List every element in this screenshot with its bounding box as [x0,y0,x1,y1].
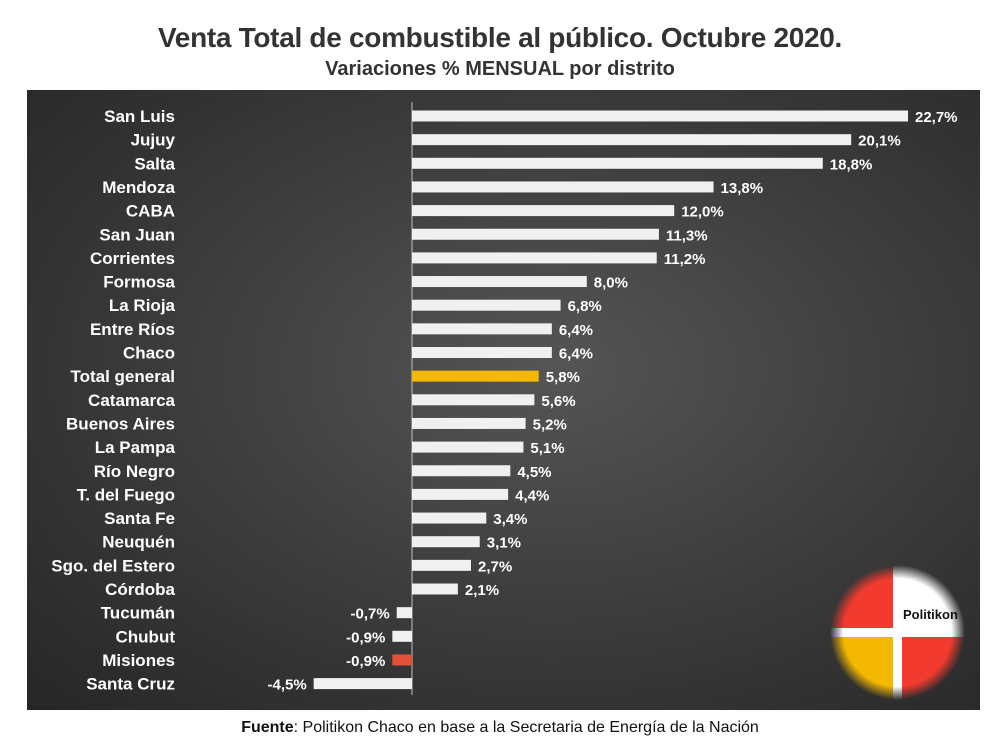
bar [396,607,412,619]
category-label: Formosa [103,273,175,292]
bar [412,370,539,382]
value-label: 8,0% [594,275,628,292]
bar [412,512,487,524]
source-label: Fuente [241,719,294,736]
bar [313,678,412,690]
bar [412,181,714,193]
category-label: CABA [126,202,175,221]
bar [412,347,552,358]
category-label: Catamarca [88,391,175,410]
bar [412,110,908,122]
politikon-logo [830,565,965,700]
category-label: Sgo. del Estero [51,556,175,575]
value-label: 2,1% [465,582,499,599]
chart-title: Venta Total de combustible al público. O… [157,22,843,53]
bar [412,488,509,500]
value-label: 5,6% [541,393,575,410]
chart-subtitle: Variaciones % MENSUAL por distrito [325,58,675,80]
bar [412,276,587,288]
value-label: 12,0% [681,204,724,221]
category-label: Total general [70,367,175,386]
category-label: Corrientes [90,249,175,268]
category-label: Santa Cruz [86,675,175,694]
category-label: Chubut [116,627,176,646]
category-label: Entre Ríos [90,320,175,339]
value-label: 5,2% [533,416,567,433]
value-label: 5,1% [530,440,564,457]
bar-chart: San Luis 22,7% Jujuy 20,1% Salta 18,8% Mendoza… [51,102,958,695]
category-label: Tucumán [101,604,175,623]
value-label: 22,7% [915,109,958,126]
source-footer: Fuente: Politikon Chaco en base a la Sec… [0,719,1000,737]
value-label: 3,1% [487,535,521,552]
category-label: La Rioja [109,296,176,315]
category-label: San Juan [99,225,175,244]
value-label: 20,1% [858,133,901,150]
logo-text: Politikon [903,607,958,622]
category-label: La Pampa [95,438,176,457]
value-label: 18,8% [830,156,873,173]
value-label: 6,4% [559,346,593,363]
category-label: Santa Fe [104,509,175,528]
bar [412,417,526,429]
category-label: Salta [134,154,175,173]
bar [412,394,535,406]
category-label: Chaco [123,344,175,363]
value-label: -0,7% [351,606,390,623]
category-label: San Luis [104,107,175,126]
bar [412,228,659,240]
value-label: 6,4% [559,322,593,339]
bar [412,441,524,453]
bar [412,323,552,335]
value-label: 13,8% [721,180,764,197]
bar [412,252,657,264]
value-label: 4,5% [517,464,551,481]
category-label: Córdoba [105,580,175,599]
value-label: 3,4% [493,511,527,528]
value-label: -4,5% [267,677,306,694]
bar [412,465,511,477]
value-label: -0,9% [346,629,385,646]
value-label: 4,4% [515,487,549,504]
bar [412,205,675,217]
bar [412,157,823,169]
category-label: Buenos Aires [66,414,175,433]
category-label: Río Negro [94,462,175,481]
value-label: 11,2% [664,251,706,268]
value-label: 11,3% [666,227,708,244]
category-label: Neuquén [102,533,175,552]
chart-panel: San Luis 22,7% Jujuy 20,1% Salta 18,8% Mendoza… [27,90,980,710]
value-label: 2,7% [478,558,512,575]
category-label: Mendoza [102,178,175,197]
bar [392,630,412,642]
category-label: Misiones [102,651,175,670]
bar [392,654,412,666]
bar [412,559,471,571]
category-label: Jujuy [131,131,176,150]
value-label: -0,9% [346,653,385,670]
value-label: 6,8% [568,298,602,315]
value-label: 5,8% [546,369,580,386]
source-text: : Politikon Chaco en base a la Secretari… [293,719,759,736]
bar [412,536,480,548]
category-label: T. del Fuego [77,485,175,504]
bar [412,583,458,595]
bar [412,299,561,311]
bar [412,134,852,146]
